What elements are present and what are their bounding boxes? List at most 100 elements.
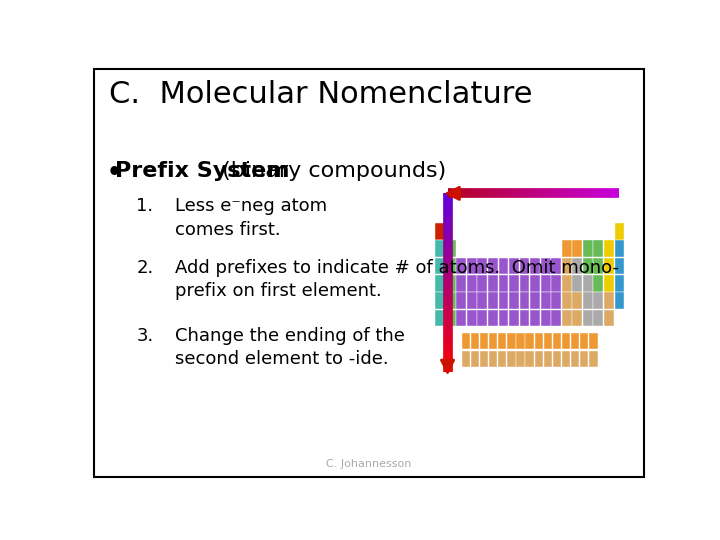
Bar [489, 351, 498, 367]
Bar [562, 333, 570, 349]
Bar [480, 333, 488, 349]
Bar [477, 275, 487, 292]
Bar [562, 292, 572, 309]
Bar [480, 351, 488, 367]
Text: •: • [107, 161, 122, 185]
Bar [436, 275, 445, 292]
Text: 2.: 2. [137, 259, 154, 277]
Bar [553, 333, 561, 349]
Bar [541, 275, 551, 292]
Bar [589, 351, 598, 367]
Bar [583, 309, 593, 326]
Bar [593, 292, 603, 309]
Bar [534, 351, 543, 367]
Bar [541, 309, 551, 326]
Bar [572, 275, 582, 292]
Bar [615, 292, 624, 309]
Bar [520, 275, 529, 292]
Bar [509, 275, 519, 292]
Bar [520, 309, 529, 326]
Bar [477, 258, 487, 274]
Bar [489, 333, 498, 349]
Bar [507, 351, 516, 367]
Bar [583, 258, 593, 274]
Bar [583, 275, 593, 292]
Bar [615, 258, 624, 274]
Bar [604, 309, 614, 326]
Bar [583, 240, 593, 257]
Bar [488, 258, 498, 274]
Bar [516, 333, 525, 349]
Bar [572, 240, 582, 257]
Bar [477, 309, 487, 326]
Bar [488, 292, 498, 309]
Bar [615, 275, 624, 292]
Bar [562, 240, 572, 257]
Bar [580, 333, 588, 349]
Bar [507, 333, 516, 349]
Bar [593, 275, 603, 292]
Bar [477, 292, 487, 309]
Bar [498, 351, 506, 367]
Bar [509, 292, 519, 309]
Bar [530, 275, 540, 292]
Bar [446, 240, 456, 257]
Bar [604, 292, 614, 309]
Bar [456, 275, 466, 292]
Bar [552, 292, 561, 309]
Bar [562, 309, 572, 326]
Bar [520, 258, 529, 274]
Bar [572, 309, 582, 326]
Bar [552, 275, 561, 292]
Bar [446, 258, 456, 274]
Bar [498, 292, 508, 309]
Bar [498, 258, 508, 274]
Text: 1.: 1. [137, 197, 153, 215]
Bar [456, 309, 466, 326]
Text: C.  Molecular Nomenclature: C. Molecular Nomenclature [109, 80, 533, 109]
Text: Add prefixes to indicate # of atoms.  Omit mono-
prefix on first element.: Add prefixes to indicate # of atoms. Omi… [175, 259, 619, 300]
Bar [604, 240, 614, 257]
Text: Change the ending of the
second element to -ide.: Change the ending of the second element … [175, 327, 405, 368]
Bar [436, 223, 445, 240]
Bar [436, 292, 445, 309]
Bar [530, 258, 540, 274]
Bar [530, 309, 540, 326]
Bar [436, 258, 445, 274]
Bar [562, 258, 572, 274]
Bar [562, 275, 572, 292]
Bar [544, 333, 552, 349]
Bar [541, 292, 551, 309]
Bar [509, 258, 519, 274]
Bar [553, 351, 561, 367]
Bar [615, 223, 624, 240]
Bar [604, 275, 614, 292]
Bar [593, 258, 603, 274]
Bar [526, 351, 534, 367]
Bar [498, 309, 508, 326]
Text: 3.: 3. [137, 327, 154, 345]
Bar [467, 292, 477, 309]
Bar [541, 258, 551, 274]
Bar [571, 351, 580, 367]
Bar [589, 333, 598, 349]
Bar [534, 333, 543, 349]
Bar [462, 351, 470, 367]
Bar [571, 333, 580, 349]
Bar [471, 351, 479, 367]
FancyBboxPatch shape [94, 69, 644, 477]
Bar [467, 275, 477, 292]
Bar [593, 240, 603, 257]
Bar [446, 275, 456, 292]
Bar [488, 275, 498, 292]
Bar [530, 292, 540, 309]
Text: (binary compounds): (binary compounds) [215, 161, 446, 181]
Bar [436, 240, 445, 257]
Text: Less e⁻neg atom
comes first.: Less e⁻neg atom comes first. [175, 197, 328, 239]
Bar [446, 309, 456, 326]
Bar [446, 292, 456, 309]
Bar [583, 292, 593, 309]
Bar [471, 333, 479, 349]
Bar [526, 333, 534, 349]
Bar [552, 258, 561, 274]
